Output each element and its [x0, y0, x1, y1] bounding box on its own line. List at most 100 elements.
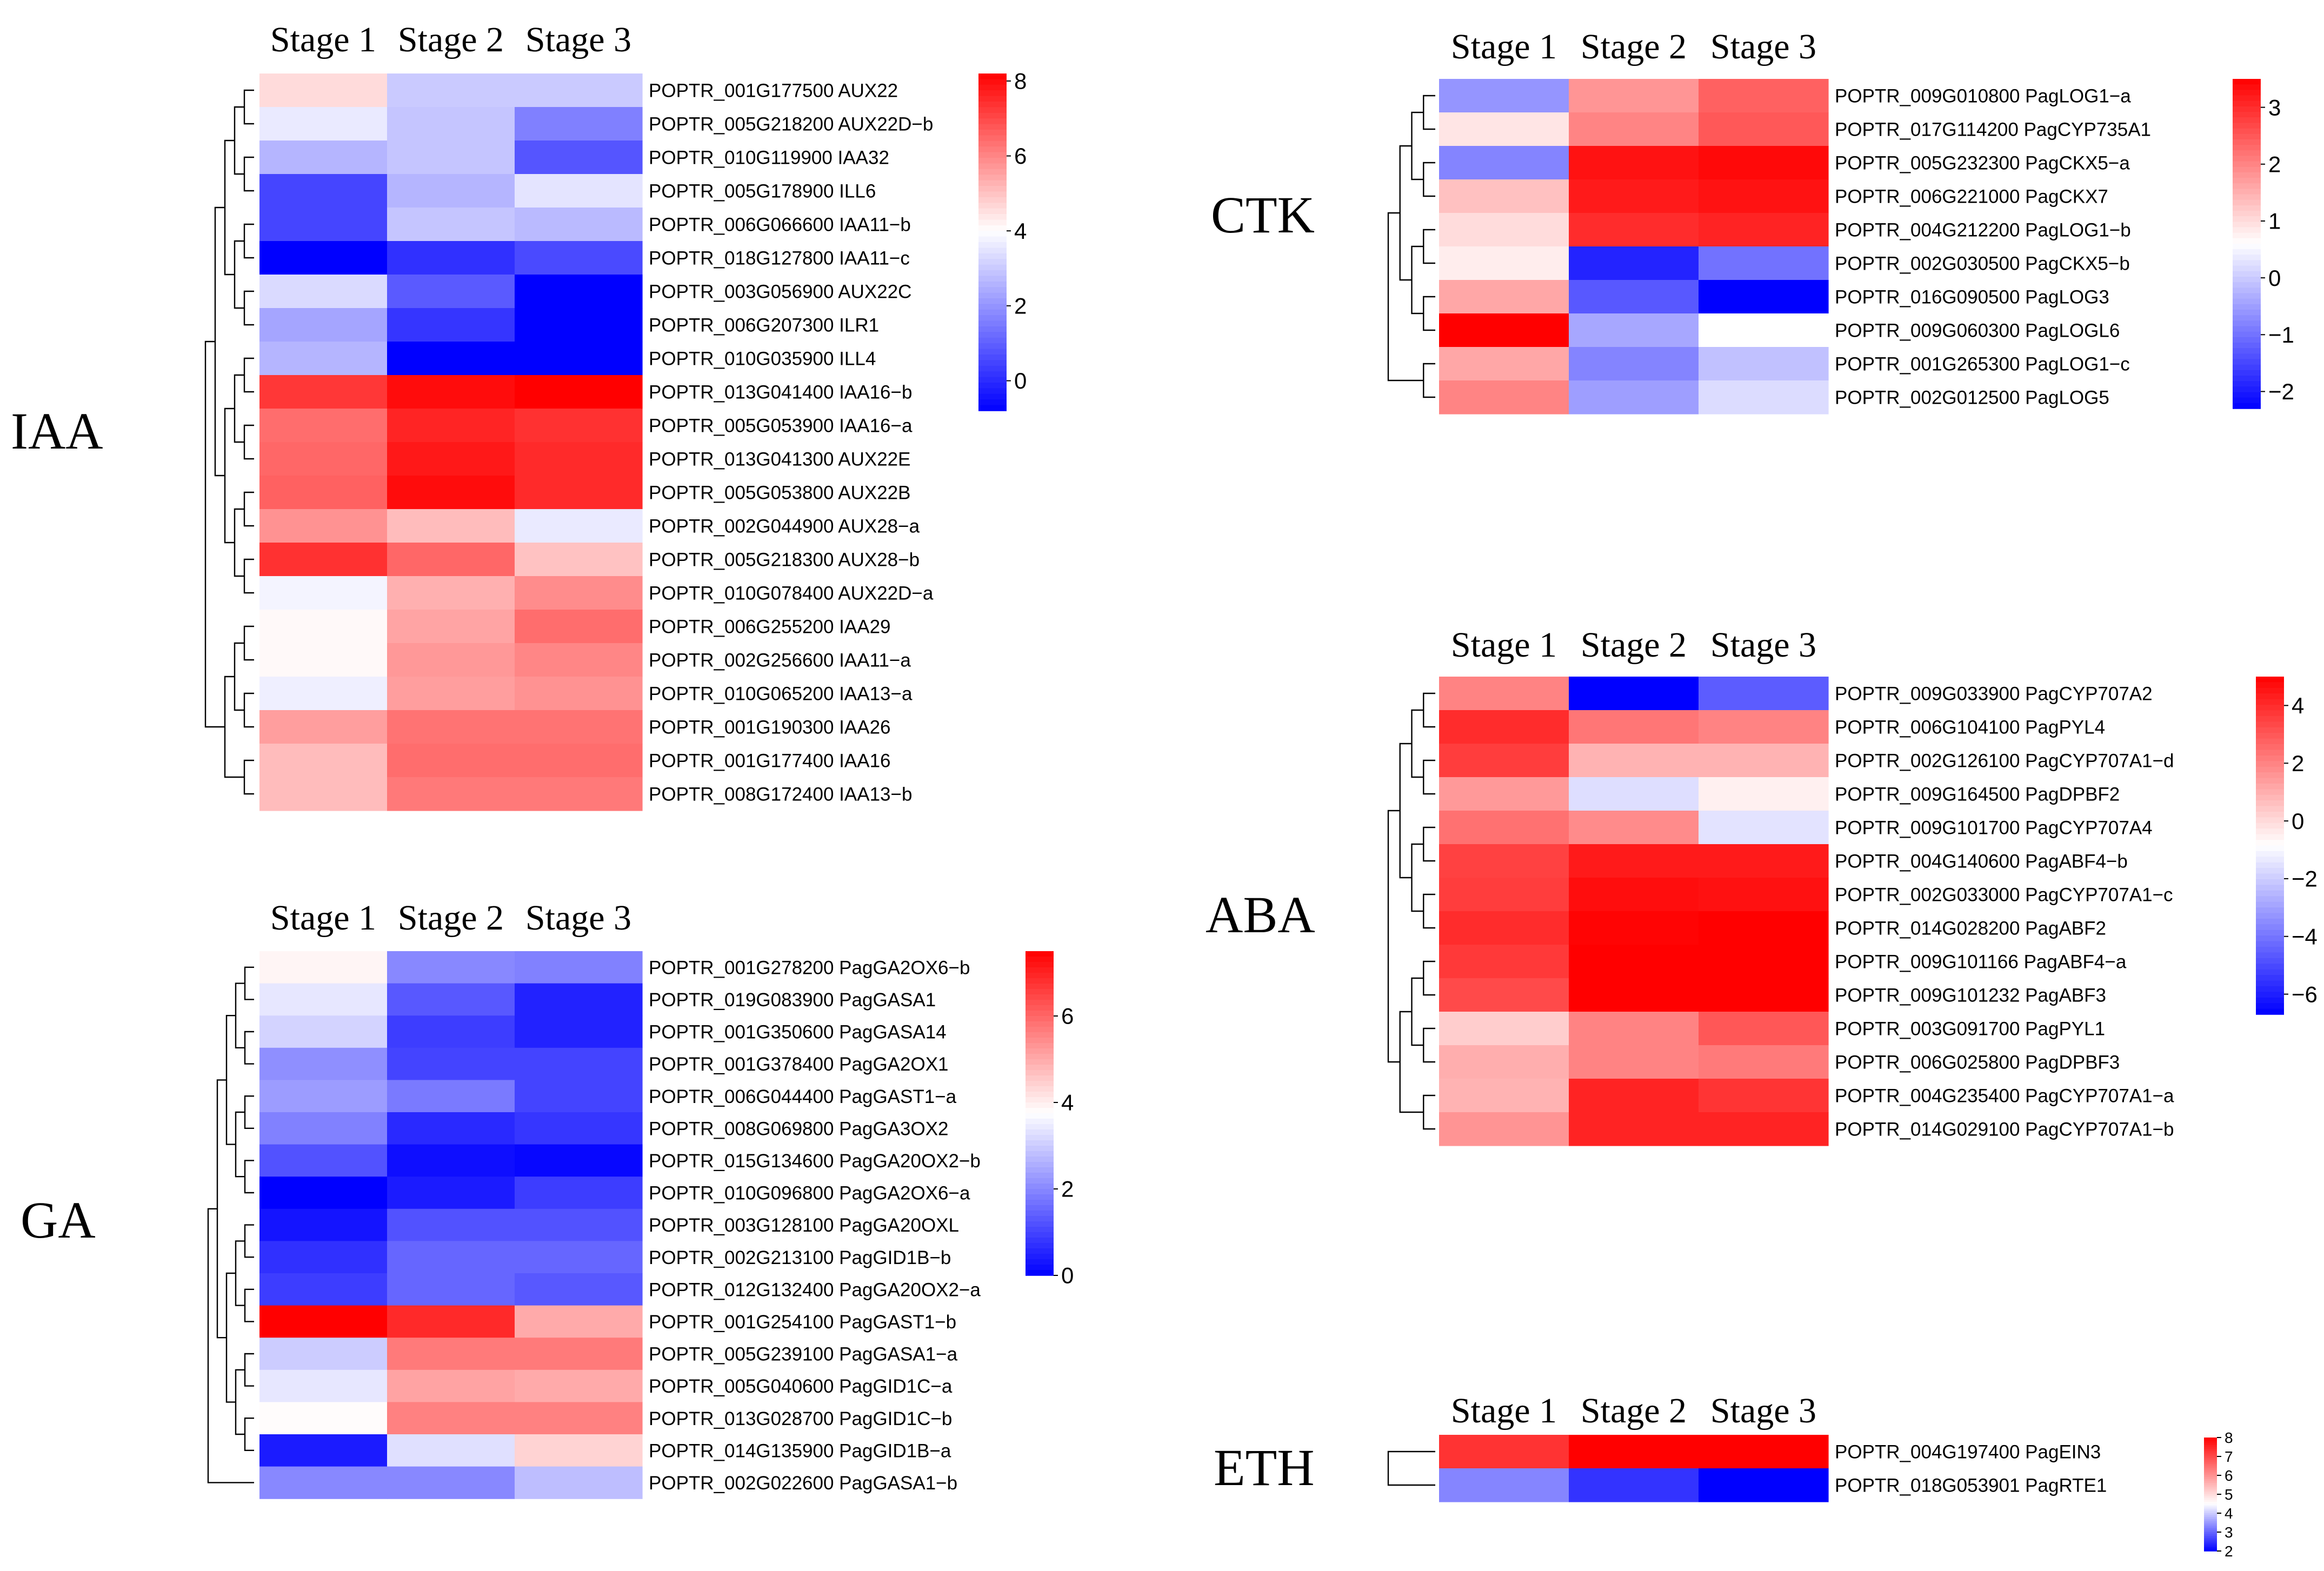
colorbar-segment — [2204, 1438, 2217, 1440]
colorbar-segment — [1026, 1135, 1054, 1141]
heatmap-cell — [259, 1338, 388, 1371]
colorbar-segment — [2233, 392, 2261, 398]
colorbar-segment — [978, 383, 1007, 389]
colorbar-segment — [2204, 1483, 2217, 1486]
colorbar-segment — [2256, 766, 2284, 773]
gene-row-label: POPTR_009G101232 PagABF3 — [1835, 985, 2106, 1006]
colorbar-segment — [2233, 265, 2261, 272]
colorbar-segment — [2233, 112, 2261, 118]
colorbar-segment — [978, 242, 1007, 249]
colorbar-segment — [978, 360, 1007, 366]
colorbar-segment — [2233, 310, 2261, 316]
colorbar-segment — [2256, 907, 2284, 914]
colorbar-segment — [2256, 964, 2284, 970]
colorbar-segment — [1026, 1259, 1054, 1265]
heatmap-cell — [515, 1369, 643, 1402]
gene-row-label: POPTR_009G060300 PagLOGL6 — [1835, 320, 2120, 342]
heatmap-cell — [1699, 112, 1829, 146]
dendrogram-branch — [234, 642, 244, 711]
heatmap-cell — [1569, 280, 1699, 314]
column-header: Stage 1 — [1451, 1391, 1557, 1430]
colorbar-segment — [2204, 1507, 2217, 1510]
colorbar-segment — [2233, 244, 2261, 250]
ga-heatmap-panel: GA Stage 1 Stage 2 Stage 3 POPTR_001G278200… — [21, 898, 1074, 1499]
dendrogram-branch — [243, 491, 254, 527]
colorbar-segment — [2204, 1509, 2217, 1512]
colorbar-segment — [1026, 1156, 1054, 1162]
colorbar-segment — [1026, 984, 1054, 990]
heatmap-cell — [259, 409, 388, 443]
colorbar-tick-label: −1 — [2268, 322, 2294, 347]
heatmap-cell — [1569, 213, 1699, 247]
colorbar-segment — [2233, 232, 2261, 239]
colorbar-segment — [978, 169, 1007, 175]
dendrogram-branch — [243, 424, 254, 460]
colorbar-segment — [2204, 1502, 2217, 1505]
heatmap-cell — [1569, 112, 1699, 146]
gene-row-label: POPTR_005G232300 PagCKX5−a — [1835, 153, 2130, 174]
colorbar-segment — [2233, 183, 2261, 190]
column-header: Stage 3 — [525, 898, 631, 938]
colorbar-segment — [1026, 1108, 1054, 1114]
heatmap-cell — [1699, 978, 1829, 1012]
colorbar-segment — [2256, 986, 2284, 993]
gene-row-label: POPTR_009G164500 PagDPBF2 — [1835, 784, 2120, 805]
colorbar-segment — [2256, 823, 2284, 830]
colorbar-segment — [978, 102, 1007, 108]
colorbar-segment — [2204, 1506, 2217, 1508]
heatmap-cell — [259, 777, 388, 811]
dendrogram-branch — [1411, 843, 1424, 912]
heatmap-cell — [387, 107, 515, 141]
gene-row-label: POPTR_001G350600 PagGASA14 — [649, 1022, 947, 1043]
gene-row-label: POPTR_017G114200 PagCYP735A1 — [1835, 119, 2151, 141]
colorbar-segment — [2204, 1540, 2217, 1542]
heatmap-cell — [387, 1466, 515, 1499]
heatmap-cell — [515, 744, 643, 778]
colorbar-segment — [1026, 1243, 1054, 1249]
heatmap-cell — [1569, 878, 1699, 912]
colorbar-segment — [2204, 1534, 2217, 1536]
heatmap-cell — [259, 710, 388, 744]
colorbar-segment — [2204, 1443, 2217, 1446]
gene-row-label: POPTR_002G022600 PagGASA1−b — [649, 1473, 957, 1494]
gene-row-label: POPTR_004G140600 PagABF4−b — [1835, 851, 2128, 872]
heatmap-cell — [1699, 313, 1829, 347]
gene-row-label: POPTR_005G178900 ILL6 — [649, 181, 876, 202]
colorbar-segment — [2233, 189, 2261, 195]
heatmap-cell — [1569, 1435, 1699, 1469]
colorbar-segment — [978, 281, 1007, 288]
colorbar-segment — [1026, 1184, 1054, 1189]
aba-heatmap-panel: ABA Stage 1 Stage 2 Stage 3 POPTR_009G03390… — [1206, 625, 2318, 1146]
colorbar-segment — [978, 399, 1007, 406]
colorbar-segment — [2256, 727, 2284, 733]
heatmap-cell — [1569, 1079, 1699, 1113]
dendrogram-branch — [1423, 1027, 1435, 1063]
colorbar-segment — [978, 393, 1007, 400]
colorbar-tick-label: 0 — [1014, 368, 1027, 393]
colorbar-segment — [978, 146, 1007, 153]
heatmap-cell — [1439, 1468, 1569, 1502]
gene-row-label: POPTR_014G029100 PagCYP707A1−b — [1835, 1119, 2174, 1140]
heatmap-cell — [515, 476, 643, 510]
heatmap-cell — [259, 208, 388, 242]
dendrogram-branch — [1411, 111, 1424, 181]
colorbar-segment — [2204, 1530, 2217, 1533]
colorbar-segment — [2256, 733, 2284, 739]
heatmap-cell — [259, 442, 388, 476]
colorbar-segment — [1026, 978, 1054, 984]
colorbar-segment — [2204, 1477, 2217, 1480]
dendrogram-branch — [244, 1353, 254, 1387]
dendrogram-branch — [243, 759, 254, 795]
gene-row-label: POPTR_008G172400 IAA13−b — [649, 784, 912, 805]
heatmap-cell — [1569, 777, 1699, 811]
heatmap-cell — [515, 1015, 643, 1048]
heatmap-cell — [1699, 1468, 1829, 1502]
gene-row-label: POPTR_001G378400 PagGA2OX1 — [649, 1054, 949, 1075]
colorbar-segment — [2204, 1454, 2217, 1457]
colorbar-segment — [2204, 1490, 2217, 1493]
colorbar-segment — [1026, 962, 1054, 968]
dendrogram-branch — [1411, 709, 1424, 778]
heatmap-cell — [387, 1273, 515, 1306]
heatmap-cell — [387, 1112, 515, 1145]
heatmap-cell — [259, 1305, 388, 1338]
